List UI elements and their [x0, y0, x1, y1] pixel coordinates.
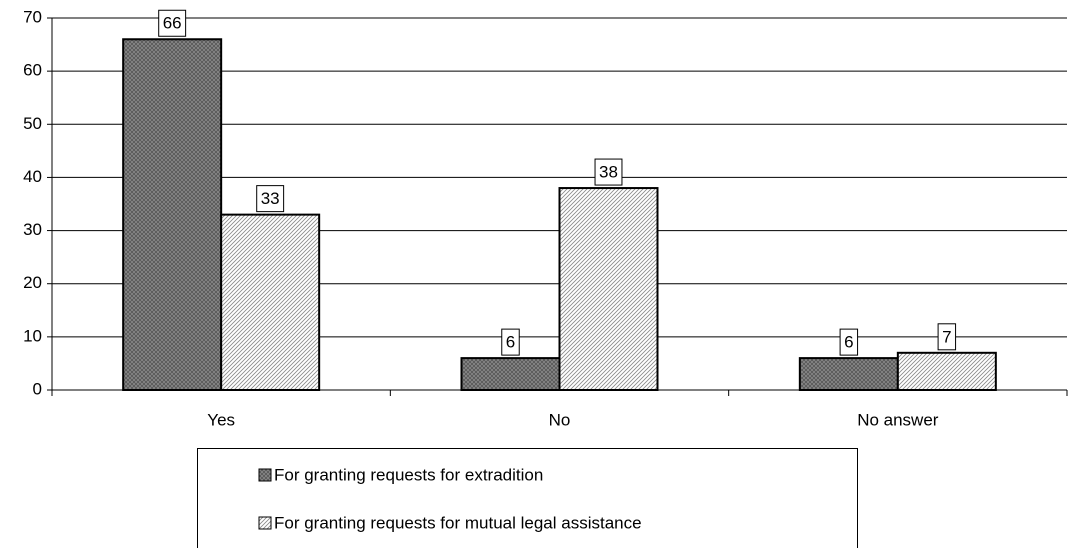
data-label: 33	[261, 189, 280, 208]
y-tick-label: 10	[23, 326, 42, 345]
data-label-box	[937, 323, 957, 351]
bar	[896, 351, 997, 391]
data-label: 7	[942, 327, 951, 346]
bar	[460, 357, 561, 392]
y-tick-label: 60	[23, 61, 42, 80]
data-label: 6	[844, 333, 853, 352]
data-label-box	[594, 158, 623, 186]
legend-swatch	[258, 516, 272, 530]
bar	[122, 38, 223, 391]
legend-label: For granting requests for extradition	[274, 465, 543, 484]
y-tick-label: 40	[23, 167, 42, 186]
y-tick-label: 0	[33, 379, 42, 398]
data-label: 66	[163, 14, 182, 33]
bar	[798, 357, 899, 392]
data-label: 38	[599, 163, 618, 182]
bar	[558, 187, 659, 391]
y-tick-label: 30	[23, 220, 42, 239]
data-label-box	[158, 9, 187, 37]
legend-label: For granting requests for mutual legal a…	[274, 513, 642, 532]
legend-swatch	[258, 468, 272, 482]
data-label: 6	[506, 333, 515, 352]
y-tick-label: 20	[23, 273, 42, 292]
x-tick-label: Yes	[207, 410, 235, 429]
data-label-box	[501, 328, 520, 356]
legend-box	[197, 448, 858, 548]
x-tick-label: No	[549, 410, 571, 429]
y-tick-label: 70	[23, 7, 42, 26]
bar	[220, 213, 321, 391]
x-tick-label: No answer	[857, 410, 939, 429]
y-tick-label: 50	[23, 114, 42, 133]
data-label-box	[256, 185, 285, 213]
data-label-box	[839, 328, 859, 356]
